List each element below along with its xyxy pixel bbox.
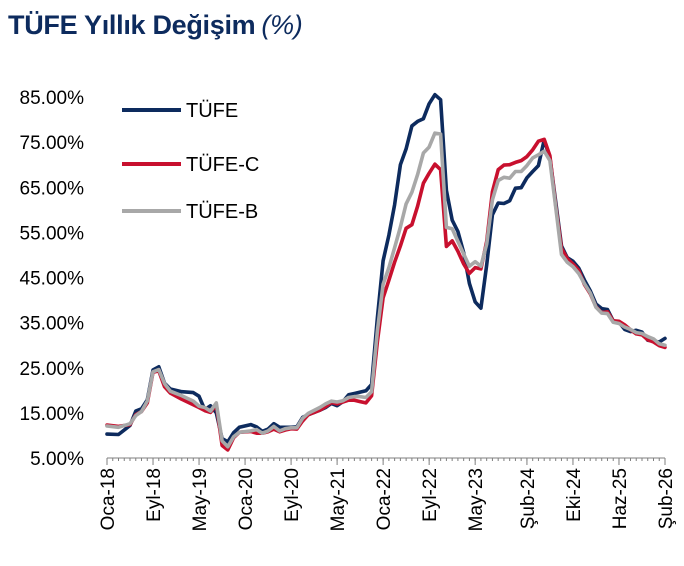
legend-item-tufe: TÜFE [122, 100, 238, 122]
x-tick-label: Eyl-20 [282, 468, 303, 522]
x-tick-label: Eyl-18 [144, 468, 165, 522]
y-tick-label: 25.00% [20, 359, 85, 380]
legend-item-tufe-b: TÜFE-B [122, 201, 258, 223]
y-tick-label: 35.00% [20, 314, 85, 335]
y-tick-label: 15.00% [20, 404, 85, 425]
y-tick-label: 85.00% [20, 88, 85, 109]
x-axis: Oca-18 Eyl-18 May-19 Oca-20 Eyl-20 May-21 Oca-… [98, 457, 677, 531]
legend: TÜFE TÜFE-C TÜFE-B [122, 100, 259, 223]
x-tick-label: May-19 [190, 468, 211, 531]
y-tick-label: 5.00% [30, 449, 84, 470]
y-tick-label: 75.00% [20, 133, 85, 154]
x-tick-label: Şub-26 [656, 468, 677, 529]
x-tick-label: Eyl-22 [420, 468, 441, 522]
series-line-tufe-b [105, 131, 667, 449]
series-line-tufe-c [105, 137, 667, 452]
legend-label: TÜFE [186, 100, 238, 122]
y-axis-ticks: 5.00% 15.00% 25.00% 35.00% 45.00% 55.00% 65.00… [20, 88, 85, 470]
chart-subtitle: (%) [261, 10, 303, 40]
series-line-tufe [105, 92, 667, 444]
series-layer [105, 92, 667, 452]
x-tick-label: May-21 [328, 468, 349, 531]
y-tick-label: 55.00% [20, 223, 85, 244]
x-tick-label: Eki-24 [564, 468, 585, 522]
legend-label: TÜFE-B [186, 201, 258, 223]
y-tick-label: 65.00% [20, 178, 85, 199]
x-tick-label: Oca-18 [98, 468, 119, 530]
x-tick-label: Şub-24 [518, 468, 539, 530]
x-tick-label: Oca-22 [374, 468, 395, 530]
legend-item-tufe-c: TÜFE-C [122, 154, 259, 176]
x-tick-label: May-23 [466, 468, 487, 531]
chart-title-text: TÜFE Yıllık Değişim [8, 10, 256, 40]
chart-title: TÜFE Yıllık Değişim (%) [8, 10, 303, 41]
x-tick-label: Haz-25 [610, 468, 631, 529]
y-tick-label: 45.00% [20, 269, 85, 290]
legend-label: TÜFE-C [186, 154, 259, 176]
x-tick-label: Oca-20 [236, 468, 257, 530]
